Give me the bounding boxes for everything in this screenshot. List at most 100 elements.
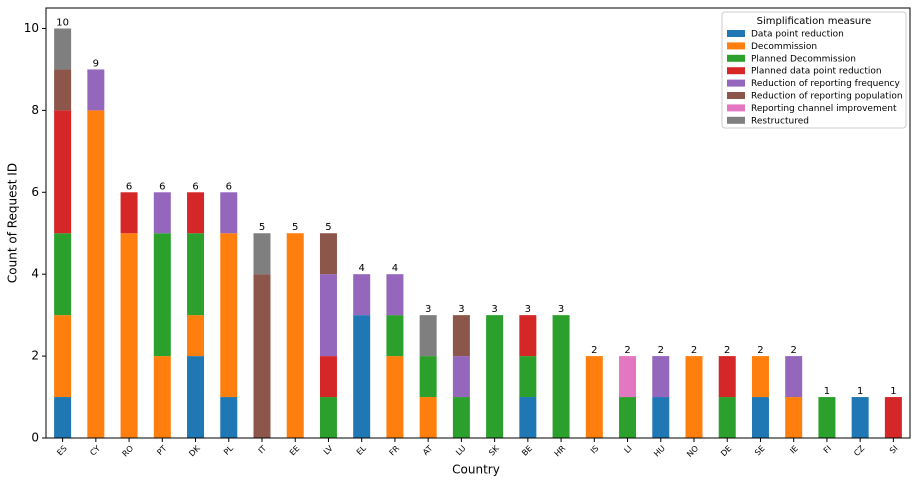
- bar-segment: [220, 233, 238, 398]
- legend-swatch: [727, 79, 745, 87]
- bar-segment: [187, 356, 205, 438]
- bar-segment: [187, 233, 205, 316]
- bar-segment: [519, 315, 537, 357]
- bar-segment: [286, 233, 304, 438]
- x-tick-label: NO: [685, 444, 700, 459]
- x-tick-label: IT: [257, 444, 269, 456]
- bar-segment: [619, 397, 637, 438]
- bar-segment: [486, 315, 504, 438]
- x-tick-label: HU: [652, 444, 667, 459]
- total-label: 2: [757, 345, 763, 356]
- bar-segment: [220, 192, 238, 234]
- legend-box: [721, 11, 907, 129]
- x-tick-label: CZ: [852, 443, 867, 458]
- bar-segment: [153, 233, 171, 357]
- bar-segment: [452, 315, 470, 357]
- total-label: 6: [226, 181, 232, 192]
- bar-segment: [187, 315, 205, 357]
- bar-segment: [319, 233, 337, 275]
- total-label: 4: [359, 263, 365, 274]
- bar-segment: [619, 356, 637, 398]
- x-tick-label: LV: [322, 443, 335, 456]
- legend-swatch: [727, 30, 745, 37]
- bar-segment: [585, 356, 603, 438]
- total-label: 6: [126, 181, 132, 192]
- x-tick-label: DE: [719, 444, 733, 458]
- total-label: 4: [392, 263, 398, 274]
- y-tick-label: 2: [31, 349, 39, 363]
- x-tick-label: SE: [753, 444, 767, 458]
- bar-segment: [718, 356, 736, 398]
- bar-segment: [718, 397, 736, 438]
- bar-segment: [153, 192, 171, 234]
- bar-segment: [220, 397, 238, 438]
- total-label: 6: [192, 181, 198, 192]
- x-tick-label: EL: [355, 443, 368, 456]
- bar-segment: [751, 356, 769, 398]
- legend-swatch: [727, 104, 745, 112]
- bar-segment: [54, 397, 72, 438]
- y-tick-label: 8: [31, 103, 39, 117]
- legend-label: Reduction of reporting population: [751, 92, 903, 102]
- total-label: 2: [724, 345, 730, 356]
- bar-segment: [319, 274, 337, 357]
- x-tick-label: SI: [888, 444, 900, 456]
- bar-segment: [652, 397, 670, 438]
- bar-segment: [319, 356, 337, 398]
- bar-segment: [319, 397, 337, 438]
- total-label: 3: [525, 304, 531, 315]
- x-tick-label: IE: [788, 444, 800, 456]
- x-tick-label: PL: [222, 443, 235, 456]
- bar-segment: [452, 397, 470, 438]
- total-label: 2: [791, 345, 797, 356]
- y-axis-label: Count of Request ID: [6, 163, 20, 283]
- legend-swatch: [727, 54, 745, 62]
- bar-segment: [419, 356, 437, 398]
- bar-segment: [187, 192, 205, 234]
- legend-label: Planned Decommission: [751, 54, 856, 64]
- bar-segment: [851, 397, 869, 438]
- x-tick-label: IS: [589, 444, 601, 456]
- x-tick-label: HR: [553, 444, 568, 459]
- bar-segment: [552, 315, 570, 438]
- bar-segment: [519, 397, 537, 438]
- bar-segment: [785, 356, 803, 398]
- total-label: 5: [325, 222, 331, 233]
- bar-segment: [353, 315, 371, 438]
- legend-swatch: [727, 116, 745, 124]
- x-tick-label: SK: [487, 443, 501, 457]
- bar-segment: [87, 110, 105, 438]
- total-label: 1: [824, 386, 830, 397]
- bar-segment: [54, 110, 72, 234]
- bar-segment: [120, 192, 138, 234]
- bar-segment: [353, 274, 371, 316]
- total-label: 2: [691, 345, 697, 356]
- x-tick-label: FI: [822, 444, 833, 455]
- x-tick-label: PT: [155, 444, 168, 457]
- x-tick-label: LU: [454, 444, 467, 457]
- bar-segment: [54, 69, 72, 111]
- bar-segment: [253, 274, 271, 438]
- total-label: 3: [491, 304, 497, 315]
- bar-segment: [419, 315, 437, 357]
- bar-segment: [818, 397, 836, 438]
- x-tick-label: BE: [520, 444, 534, 458]
- total-label: 2: [658, 345, 664, 356]
- x-tick-label: FR: [388, 444, 402, 458]
- y-tick-label: 4: [31, 267, 39, 281]
- bar-segment: [785, 397, 803, 438]
- legend-title: Simplification measure: [757, 16, 872, 27]
- total-label: 2: [624, 345, 630, 356]
- legend-swatch: [727, 42, 745, 50]
- bar-segment: [120, 233, 138, 438]
- legend-swatch: [727, 67, 745, 75]
- total-label: 1: [857, 386, 863, 397]
- total-label: 3: [458, 304, 464, 315]
- bar-segment: [54, 315, 72, 398]
- legend-label: Reporting channel improvement: [751, 104, 897, 114]
- legend-label: Decommission: [751, 42, 817, 52]
- legend-label: Data point reduction: [751, 30, 844, 40]
- x-tick-label: EE: [288, 444, 302, 458]
- legend-swatch: [727, 92, 745, 99]
- x-tick-label: RO: [121, 444, 136, 459]
